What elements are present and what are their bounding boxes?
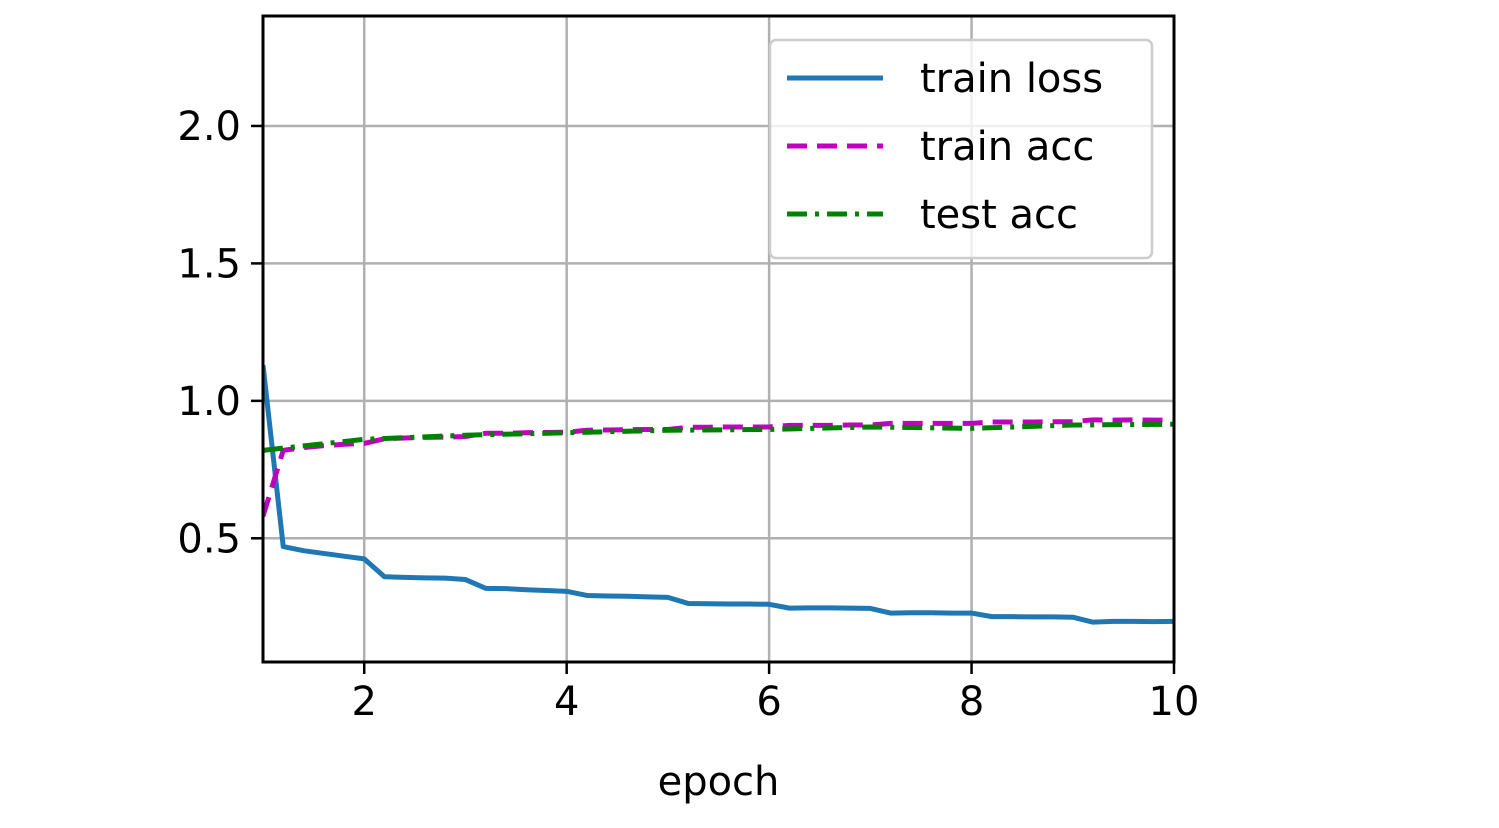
y-tick-label: 0.5 [177,516,241,562]
series-line-train-acc [263,417,1174,518]
x-tick-label: 2 [351,679,376,725]
x-tick-label: 4 [554,679,579,725]
x-tick-label: 6 [756,679,781,725]
legend: train loss train acc test acc [768,38,1154,260]
plot-series [263,364,1174,625]
legend-label: train loss [920,56,1103,102]
axis-ticks: 2 4 6 8 10 0.5 1.0 1.5 2.0 [177,104,1199,725]
plot-area-frame [261,14,1176,664]
legend-label: train acc [920,124,1094,170]
x-tick-label: 10 [1149,679,1200,725]
y-tick-label: 1.5 [177,241,241,287]
y-tick-label: 1.0 [177,379,241,425]
series-line-test-acc [263,421,1174,453]
x-tick-label: 8 [959,679,984,725]
series-line-train-loss [263,364,1174,625]
legend-box [768,38,1154,260]
x-axis-label: epoch [658,759,780,805]
legend-label: test acc [920,192,1078,238]
y-tick-label: 2.0 [177,104,241,150]
